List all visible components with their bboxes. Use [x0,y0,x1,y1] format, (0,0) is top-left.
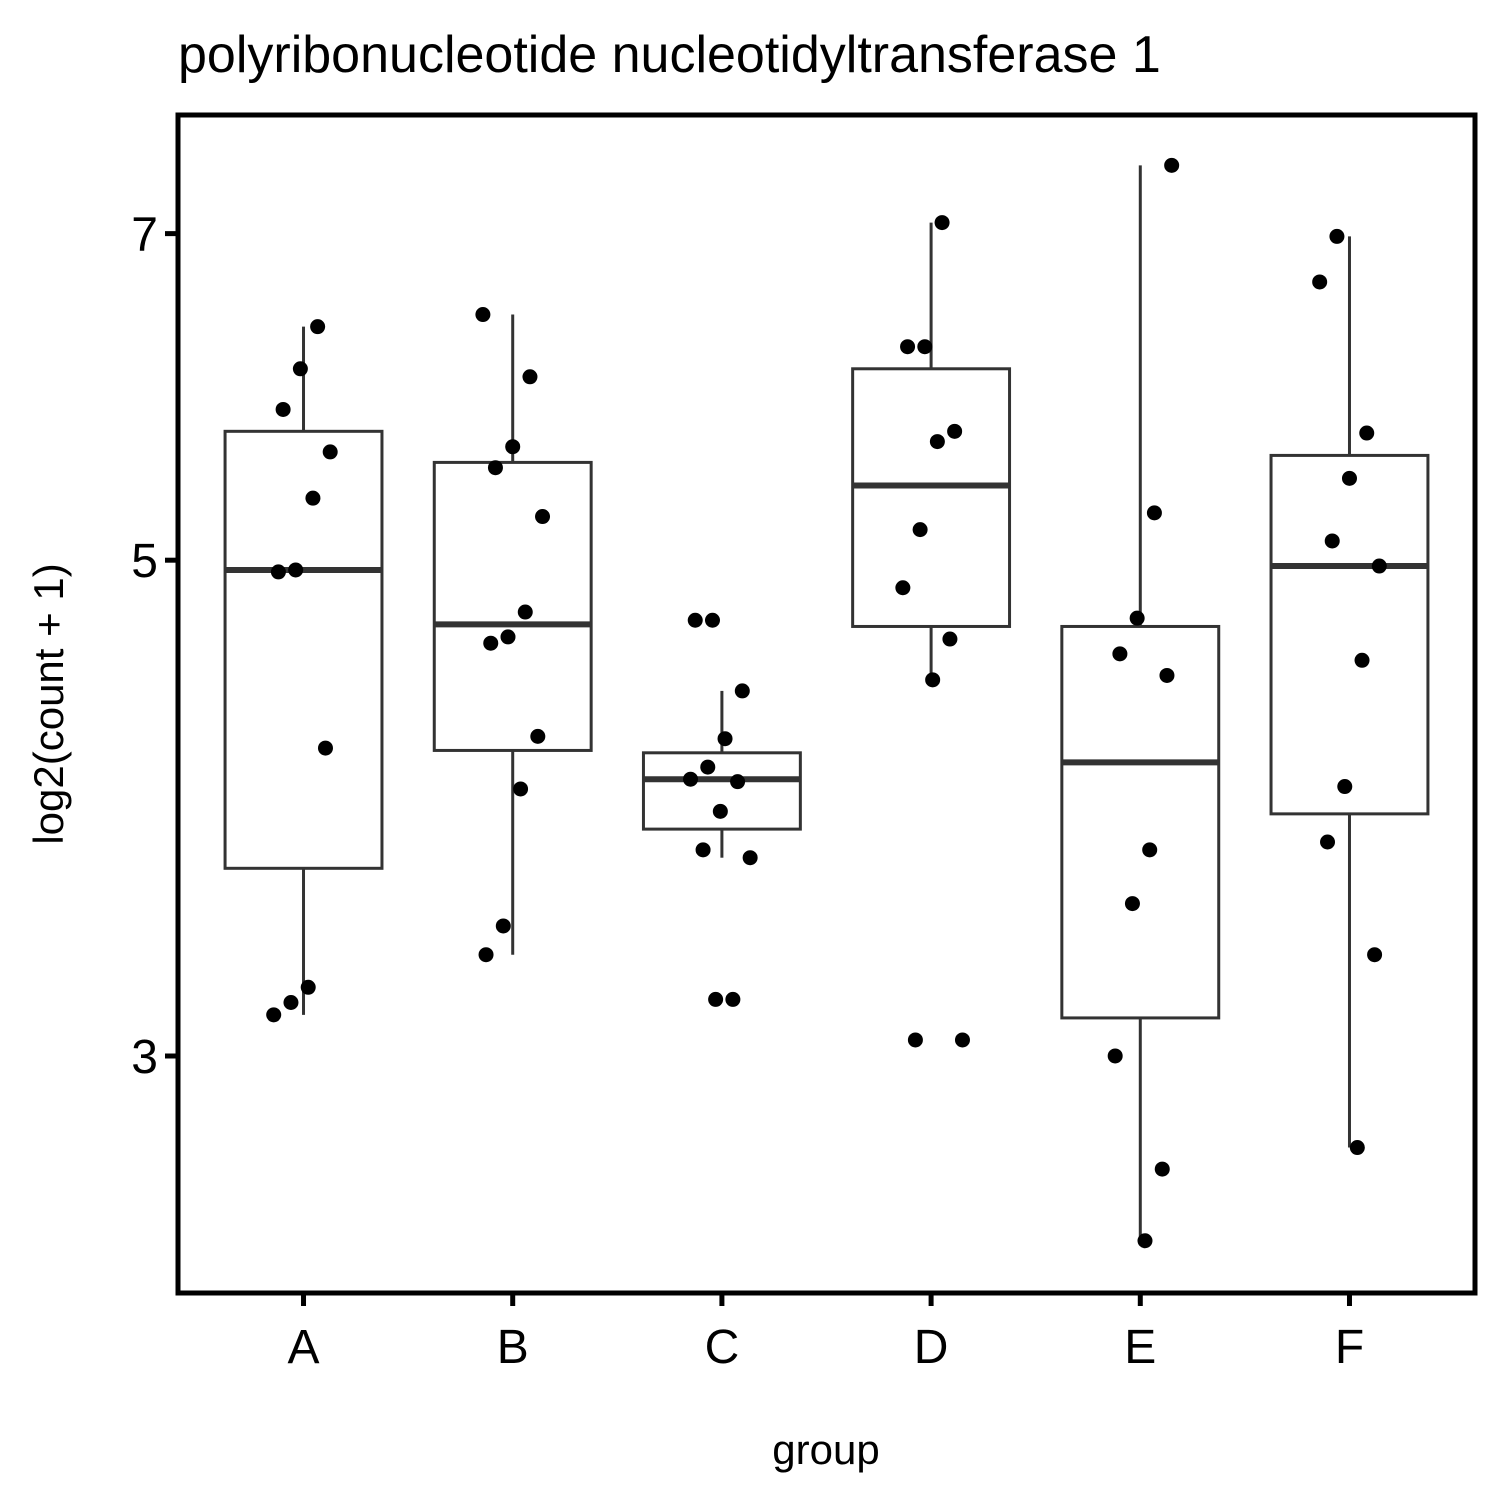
x-tick-label: B [497,1321,529,1374]
box [851,367,1012,628]
panel-border [175,112,1478,1296]
point [704,612,720,628]
point [292,361,308,377]
point [1324,533,1340,549]
point [517,604,533,620]
point [310,319,326,335]
point [900,339,916,355]
point [1137,1233,1153,1249]
point [717,731,733,747]
point [270,564,286,580]
x-axis-label: group [772,1426,879,1473]
point [712,803,728,819]
point [1354,652,1370,668]
point [1124,896,1140,912]
point [505,439,521,455]
point [1367,947,1383,963]
point [266,1007,282,1023]
point [1337,779,1353,795]
point [535,509,551,525]
point [530,728,546,744]
point [522,369,538,385]
point [1159,667,1175,683]
point [954,1032,970,1048]
point [730,774,746,790]
point [475,307,491,323]
point [700,759,716,775]
point [912,522,928,538]
point [734,683,750,699]
point [500,629,516,645]
point [683,771,699,787]
point [1320,834,1336,850]
x-tick-label: D [914,1321,949,1374]
point [695,842,711,858]
point [283,994,299,1010]
box [1060,624,1221,1020]
y-tick-label: 7 [131,209,158,262]
point [1129,610,1145,626]
point [1349,1140,1365,1156]
box [223,429,384,870]
point [513,781,529,797]
y-tick-label: 3 [131,1031,158,1084]
point [725,991,741,1007]
point [947,423,963,439]
x-tick-label: E [1124,1321,1156,1374]
point [1341,470,1357,486]
point [1112,646,1128,662]
point [275,401,291,417]
point [942,631,958,647]
point [929,434,945,450]
point [1154,1161,1170,1177]
point [317,740,333,756]
point [687,612,703,628]
y-tick-label: 5 [131,535,158,588]
point [708,991,724,1007]
point [934,215,950,231]
point [742,850,758,866]
y-axis-label: log2(count + 1) [25,563,72,844]
box [1269,453,1430,816]
point [305,490,321,506]
point [1371,558,1387,574]
chart-title: polyribonucleotide nucleotidyltransferas… [178,26,1161,84]
x-tick-label: F [1335,1321,1364,1374]
point [1312,274,1328,290]
point [495,918,511,934]
point [917,339,933,355]
x-tick-label: C [705,1321,740,1374]
point [487,460,503,476]
point [895,580,911,596]
box [432,460,593,752]
point [907,1032,923,1048]
point [322,444,338,460]
point [1329,228,1345,244]
x-tick-label: A [288,1321,320,1374]
point [1359,425,1375,441]
point [1142,842,1158,858]
point [288,562,304,578]
point [1164,157,1180,173]
point [483,635,499,651]
point [1146,505,1162,521]
point [925,672,941,688]
point [1107,1048,1123,1064]
point [478,947,494,963]
point [300,979,316,995]
